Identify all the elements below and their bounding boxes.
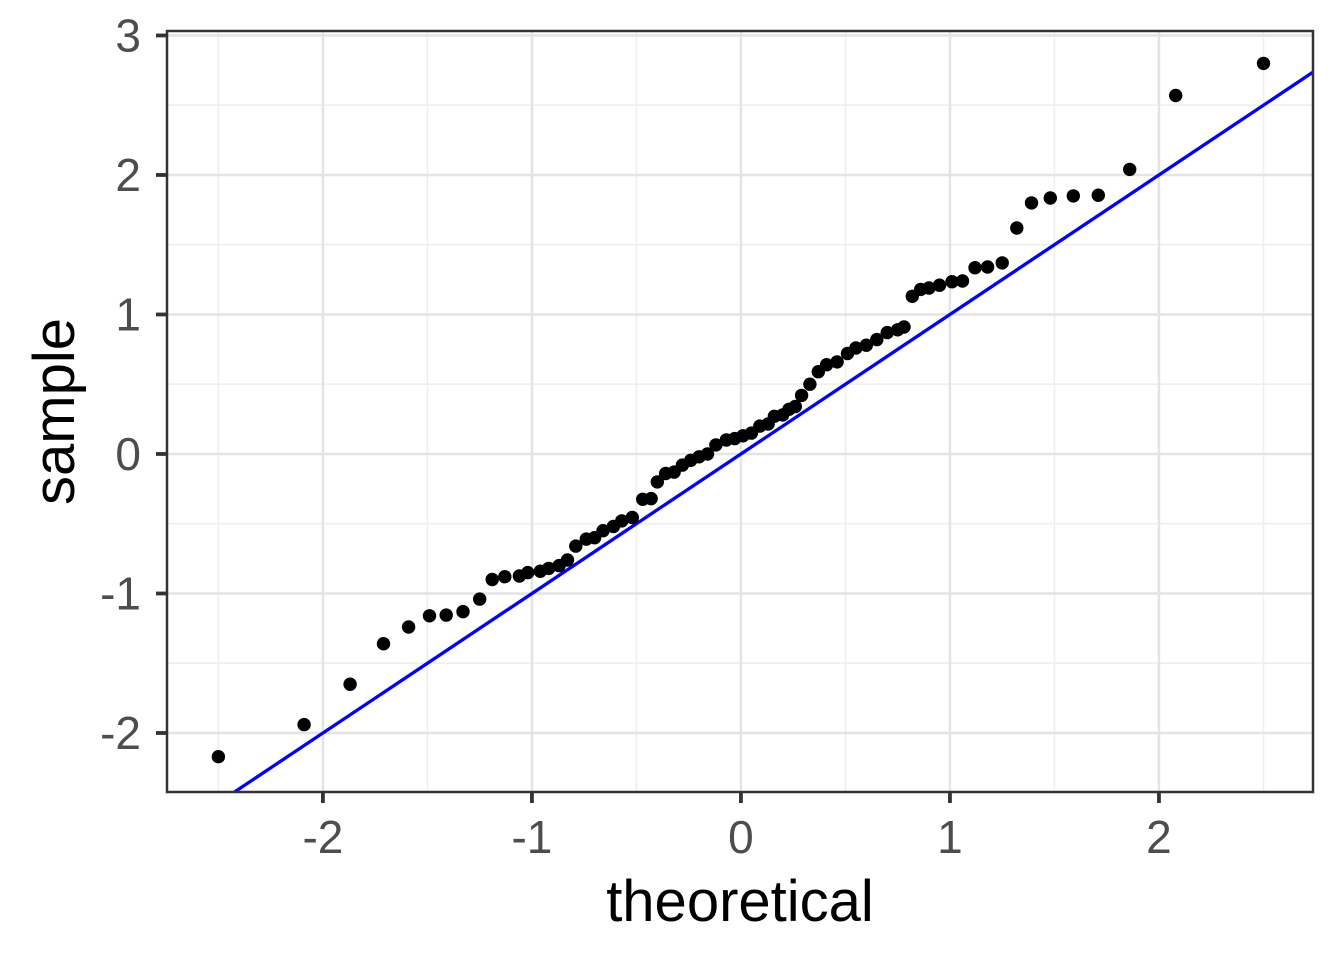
- svg-text:-1: -1: [511, 811, 552, 863]
- x-axis-tick-labels: -2 -1 0 1 2: [302, 811, 1171, 863]
- qq-reference-line: [233, 70, 1314, 794]
- svg-text:-2: -2: [302, 811, 343, 863]
- x-axis-title: theoretical: [606, 869, 874, 934]
- svg-text:0: 0: [728, 811, 754, 863]
- x-axis-ticks: [321, 792, 1161, 803]
- svg-text:-2: -2: [100, 707, 141, 759]
- svg-text:1: 1: [937, 811, 963, 863]
- svg-text:2: 2: [1146, 811, 1172, 863]
- y-axis-ticks: [156, 33, 167, 735]
- qq-points: [211, 56, 1271, 764]
- y-axis-tick-labels: -2 -1 0 1 2 3: [100, 9, 141, 759]
- svg-text:1: 1: [115, 288, 141, 340]
- svg-text:2: 2: [115, 149, 141, 201]
- y-axis-title: sample: [22, 318, 87, 505]
- svg-text:0: 0: [115, 428, 141, 480]
- svg-text:3: 3: [115, 9, 141, 61]
- svg-text:-1: -1: [100, 567, 141, 619]
